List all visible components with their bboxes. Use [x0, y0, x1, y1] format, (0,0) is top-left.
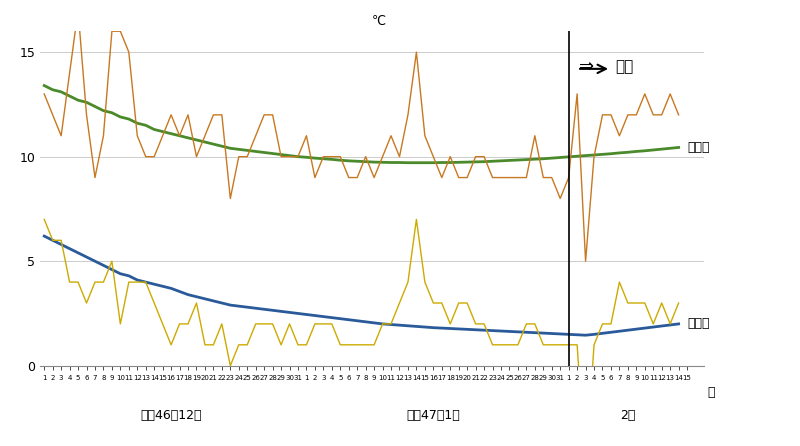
- Text: ⇒: ⇒: [579, 58, 594, 76]
- Text: ℃: ℃: [372, 15, 386, 28]
- Text: 予報: 予報: [615, 59, 634, 74]
- Text: 日: 日: [707, 386, 715, 399]
- Text: 平年値: 平年値: [687, 318, 710, 330]
- Text: 2月: 2月: [620, 409, 635, 422]
- Text: 平年値: 平年値: [687, 141, 710, 154]
- Text: 平成47年1月: 平成47年1月: [406, 409, 460, 422]
- Text: 平成46年12月: 平成46年12月: [140, 409, 202, 422]
